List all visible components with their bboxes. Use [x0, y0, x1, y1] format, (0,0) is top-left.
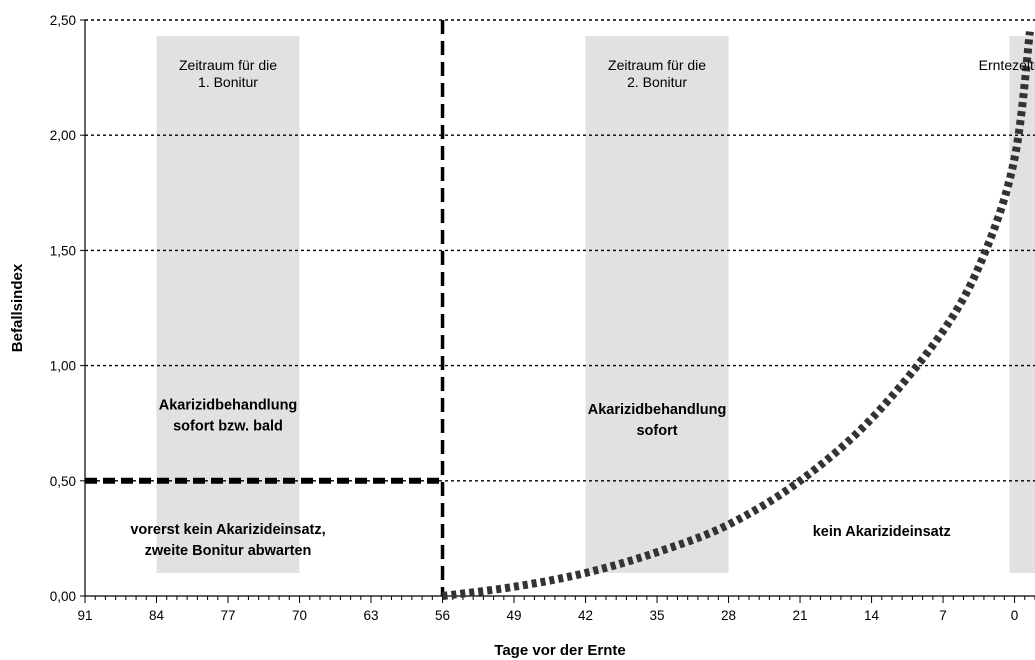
x-tick-label: 42 [578, 608, 593, 623]
band-label-line: Zeitraum für die [179, 57, 277, 73]
zone-annotation-line: zweite Bonitur abwarten [145, 543, 312, 559]
x-tick-label: 63 [364, 608, 379, 623]
grid-lines [85, 19, 1035, 482]
y-tick-label: 1,00 [50, 359, 76, 374]
x-tick-label: 7 [939, 608, 947, 623]
series [442, 31, 1034, 600]
zone-annotation-line: Akarizidbehandlung [588, 402, 727, 418]
x-tick-label: 91 [77, 608, 92, 623]
y-tick-label: 0,00 [50, 589, 76, 604]
band-label-line: Erntezeitraum [979, 57, 1035, 73]
zone-annotation-line: vorerst kein Akarizideinsatz, [130, 522, 325, 538]
x-tick-label: 14 [864, 608, 880, 623]
band-label-3: Erntezeitraum [979, 57, 1035, 73]
x-tick-label: 56 [435, 608, 450, 623]
band-1 [156, 36, 300, 573]
x-tick-label: 77 [220, 608, 235, 623]
zone-annotation-2: Akarizidbehandlung sofort [588, 402, 727, 439]
threshold-curve-1 [442, 31, 1034, 600]
x-tick-label: 0 [1011, 608, 1019, 623]
zone-annotation-line: kein Akarizideinsatz [813, 524, 951, 540]
x-tick-label: 49 [507, 608, 522, 623]
zone-annotation-4: kein Akarizideinsatz [813, 524, 951, 540]
zone-annotation-3: vorerst kein Akarizideinsatz, zweite Boni… [130, 522, 325, 559]
band-label-line: 2. Bonitur [627, 74, 687, 90]
y-tick-label: 1,50 [50, 243, 76, 258]
y-axis-title: Befallsindex [9, 263, 26, 352]
band-label-line: 1. Bonitur [198, 74, 258, 90]
x-tick-label: 28 [721, 608, 736, 623]
zone-annotation-line: sofort [636, 423, 677, 439]
zone-annotation-line: Akarizidbehandlung [159, 397, 298, 413]
zone-annotation-line: sofort bzw. bald [173, 418, 283, 434]
x-tick-label: 35 [650, 608, 665, 623]
zone-annotations: Akarizidbehandlung sofort bzw. baldAkariz… [130, 397, 950, 558]
y-tick-label: 2,50 [50, 13, 76, 28]
threshold-lines [85, 20, 445, 596]
band-2 [585, 36, 729, 573]
x-tick-label: 21 [793, 608, 808, 623]
x-tick-label: 70 [292, 608, 307, 623]
axes [80, 19, 1035, 603]
band-label-line: Zeitraum für die [608, 57, 706, 73]
band-3 [1009, 36, 1035, 573]
x-tick-label: 84 [149, 608, 165, 623]
y-tick-label: 2,00 [50, 128, 76, 143]
zone-annotation-1: Akarizidbehandlung sofort bzw. bald [159, 397, 298, 434]
band-label-1: Zeitraum für die 1. Bonitur [179, 57, 277, 90]
x-axis-title: Tage vor der Ernte [494, 642, 625, 659]
bonitur-bands [156, 36, 1035, 573]
band-label-2: Zeitraum für die 2. Bonitur [608, 57, 706, 90]
y-tick-label: 0,50 [50, 474, 76, 489]
